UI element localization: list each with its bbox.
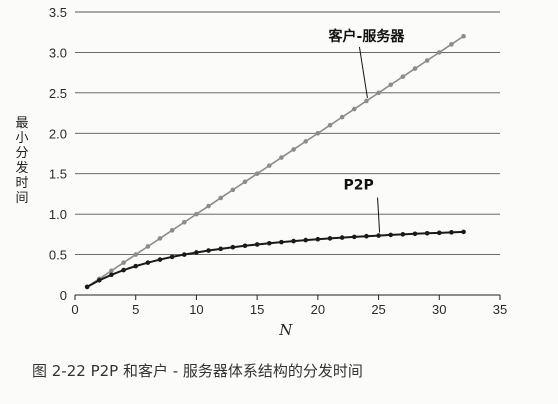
series-point-1 xyxy=(376,233,381,238)
series-point-0 xyxy=(339,114,345,120)
series-point-1 xyxy=(315,236,321,242)
series-point-1 xyxy=(121,267,126,273)
series-point-0 xyxy=(412,66,418,71)
series-point-1 xyxy=(181,252,187,257)
series-point-0 xyxy=(206,203,211,209)
series-point-1 xyxy=(424,231,430,236)
series-point-0 xyxy=(121,260,126,265)
annotation-label-0: 客户-服务器 xyxy=(328,28,406,45)
series-point-1 xyxy=(291,238,296,244)
series-point-0 xyxy=(181,219,187,225)
series-point-1 xyxy=(96,277,102,283)
series-point-1 xyxy=(388,232,394,238)
series-point-1 xyxy=(327,236,333,241)
series-point-0 xyxy=(194,211,199,217)
series-point-1 xyxy=(279,239,284,245)
x-tick-label: 15 xyxy=(250,302,264,317)
y-axis-label: 最小分发时间 xyxy=(15,116,28,206)
annotation-leader-1 xyxy=(377,197,381,233)
labels-layer: 客户-服务器 P2P xyxy=(328,28,406,233)
x-tick-label: 25 xyxy=(371,302,385,317)
x-tick-label: 10 xyxy=(189,302,203,317)
series-point-0 xyxy=(133,252,139,257)
series-line-1 xyxy=(86,230,464,288)
x-tick-label: 5 xyxy=(132,302,139,317)
series-point-0 xyxy=(254,171,260,177)
y-tick-label: 1.0 xyxy=(49,207,67,222)
x-tick-label: 20 xyxy=(311,302,325,317)
series-point-1 xyxy=(109,272,114,278)
series-point-0 xyxy=(230,187,236,193)
series-point-1 xyxy=(303,237,309,243)
y-tick-label: 2.0 xyxy=(49,126,67,141)
series-point-0 xyxy=(242,179,248,185)
series-point-1 xyxy=(206,248,211,253)
series-point-0 xyxy=(461,33,466,39)
series-point-1 xyxy=(364,233,369,239)
series-point-0 xyxy=(303,139,309,144)
series-point-1 xyxy=(218,246,224,252)
x-tick-label: 0 xyxy=(71,302,78,317)
series-point-0 xyxy=(364,98,369,104)
series-line-0 xyxy=(86,35,465,288)
series-point-0 xyxy=(291,147,296,152)
series-point-0 xyxy=(279,155,284,160)
series-point-1 xyxy=(254,242,260,247)
annotation-label-1: P2P xyxy=(343,178,373,194)
series-layer xyxy=(84,33,466,290)
series-point-0 xyxy=(109,268,114,274)
x-tick-label: 35 xyxy=(493,302,507,317)
series-point-0 xyxy=(315,130,321,136)
gridlines xyxy=(75,11,500,256)
series-point-1 xyxy=(412,231,418,237)
y-tick-label: 0.5 xyxy=(49,248,67,263)
series-point-1 xyxy=(145,260,151,265)
series-point-0 xyxy=(436,50,442,55)
series-point-1 xyxy=(351,234,357,240)
series-point-1 xyxy=(157,257,163,262)
x-tick-label: 30 xyxy=(432,302,446,317)
series-point-1 xyxy=(133,263,139,269)
series-point-0 xyxy=(266,163,272,168)
series-point-0 xyxy=(376,90,381,96)
annotation-leader-0 xyxy=(358,46,368,99)
series-point-0 xyxy=(145,244,151,249)
series-point-0 xyxy=(449,42,454,47)
series-point-1 xyxy=(266,240,272,246)
series-point-1 xyxy=(230,244,236,250)
y-tick-label: 3.5 xyxy=(49,5,67,20)
distribution-time-chart: 0 0.5 1.0 1.5 2.0 2.5 3.0 3.5 0 5 10 15 20 25 30 35 客户-… xyxy=(15,5,507,339)
y-tick-label: 0 xyxy=(60,288,67,303)
series-point-1 xyxy=(461,229,466,235)
y-tick-label: 3.0 xyxy=(49,45,67,60)
series-point-1 xyxy=(242,243,248,249)
series-point-0 xyxy=(400,74,406,79)
series-point-1 xyxy=(339,235,345,240)
series-point-0 xyxy=(218,195,224,201)
y-tick-label: 1.5 xyxy=(49,167,67,182)
series-point-0 xyxy=(327,122,333,128)
x-axis-label: N xyxy=(278,321,293,339)
series-point-0 xyxy=(351,106,357,112)
series-point-0 xyxy=(169,228,175,233)
figure-caption: 图 2-22 P2P 和客户 - 服务器体系结构的分发时间 xyxy=(32,362,363,380)
series-point-1 xyxy=(400,232,406,237)
y-tick-label: 2.5 xyxy=(49,86,67,101)
series-point-1 xyxy=(449,230,454,235)
series-point-1 xyxy=(169,254,175,260)
series-point-0 xyxy=(388,82,394,88)
series-point-1 xyxy=(436,230,442,236)
series-point-1 xyxy=(194,250,199,255)
series-point-0 xyxy=(157,236,163,241)
axes: 0 0.5 1.0 1.5 2.0 2.5 3.0 3.5 0 5 10 15 20 25 30 35 xyxy=(49,5,507,317)
series-point-0 xyxy=(424,58,430,63)
series-point-1 xyxy=(84,284,90,290)
